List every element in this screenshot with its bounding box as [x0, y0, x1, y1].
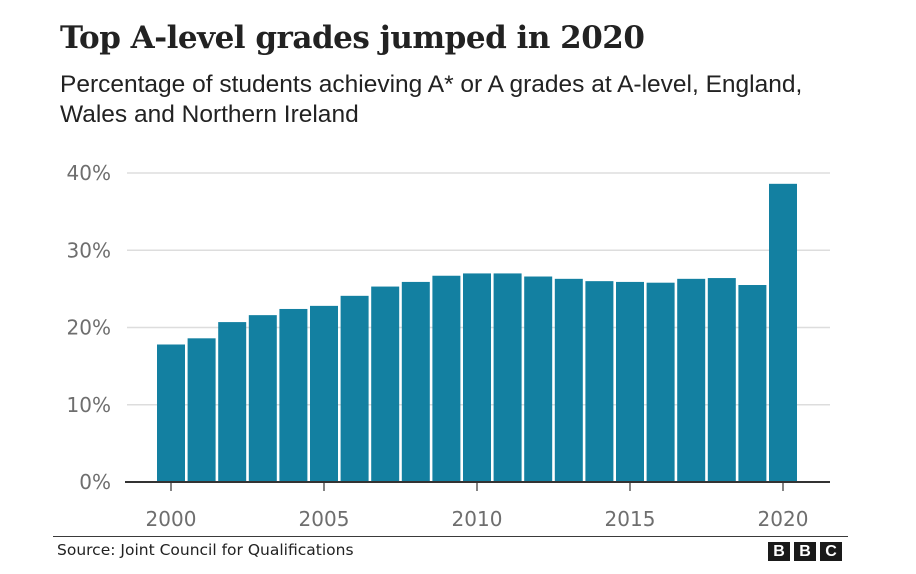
- bar-2008: [401, 281, 430, 482]
- bar-2005: [310, 305, 338, 482]
- y-axis-labels: 0% 10% 20% 30% 40%: [67, 161, 111, 494]
- bar-2013: [554, 278, 583, 482]
- chart-title: Top A-level grades jumped in 2020: [60, 20, 645, 56]
- footer-divider: [53, 536, 848, 537]
- bar-2019: [738, 285, 767, 482]
- x-tick-label: 2005: [299, 507, 350, 531]
- y-tick-label: 10%: [67, 393, 111, 417]
- bar-2020: [769, 183, 797, 482]
- bars: [157, 183, 797, 482]
- bbc-logo-block: C: [820, 542, 842, 561]
- bar-2003: [248, 315, 277, 482]
- bar-2018: [707, 278, 736, 482]
- x-axis: [125, 481, 830, 491]
- bar-2001: [187, 338, 216, 482]
- bar-2002: [218, 322, 247, 482]
- x-tick-label: 2010: [452, 507, 503, 531]
- bar-2014: [585, 281, 614, 482]
- bar-2017: [677, 278, 706, 482]
- bar-2009: [432, 275, 461, 482]
- x-tick-label: 2020: [758, 507, 809, 531]
- y-tick-label: 20%: [67, 316, 111, 340]
- bar-2006: [340, 295, 369, 482]
- bar-2000: [157, 344, 185, 482]
- bar-2012: [524, 276, 553, 482]
- bar-2010: [463, 273, 491, 482]
- x-tick-label: 2000: [146, 507, 197, 531]
- bar-2015: [616, 281, 644, 482]
- bar-2004: [279, 308, 308, 482]
- y-tick-label: 40%: [67, 161, 111, 185]
- bar-2011: [493, 273, 522, 482]
- x-tick-label: 2015: [605, 507, 656, 531]
- x-axis-labels: 2000 2005 2010 2015 2020: [146, 507, 809, 531]
- bbc-logo-block: B: [768, 542, 790, 561]
- bbc-logo-block: B: [794, 542, 816, 561]
- y-tick-label: 0%: [79, 470, 111, 494]
- chart-subtitle: Percentage of students achieving A* or A…: [60, 71, 803, 128]
- bar-2016: [646, 282, 675, 482]
- bar-2007: [371, 286, 400, 482]
- bbc-logo: B B C: [768, 542, 842, 561]
- y-tick-label: 30%: [67, 238, 111, 262]
- source-note: Source: Joint Council for Qualifications: [57, 541, 354, 559]
